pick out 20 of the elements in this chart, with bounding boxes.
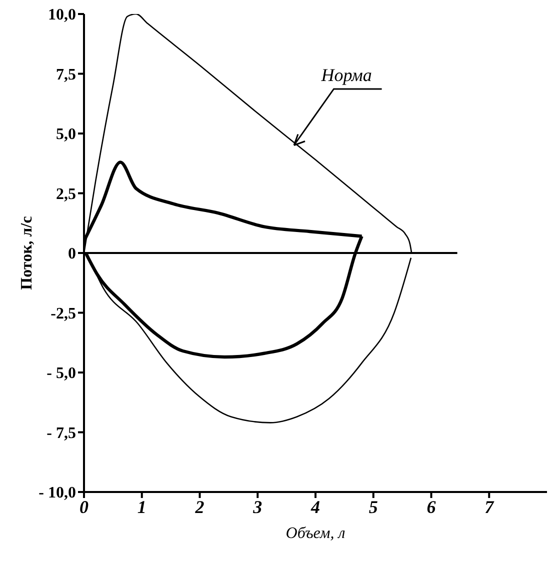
x-tick-label: 7 [484, 496, 495, 517]
y-tick-label: 2,5 [56, 186, 76, 203]
x-axis-title: Объем, л [286, 525, 346, 542]
y-tick-label: - 7,5 [46, 424, 76, 442]
y-tick-label: 10,0 [48, 6, 76, 24]
y-tick-label: 5,0 [56, 126, 76, 144]
text: Норма [321, 65, 372, 86]
x-tick-label: 5 [368, 496, 378, 517]
y-tick-label: - 10,0 [38, 484, 76, 502]
y-tick-label: - 5,0 [46, 365, 76, 382]
x-tick-label: 2 [194, 496, 204, 517]
y-tick-label: 7,5 [56, 66, 76, 84]
x-tick-label: 4 [310, 496, 320, 517]
y-axis-title: Поток, л/с [18, 216, 36, 290]
x-tick-label: 3 [252, 496, 262, 517]
x-tick-label: 0 [80, 496, 88, 517]
y-tick-label: -2,5 [50, 305, 76, 322]
x-tick-label: 6 [426, 496, 436, 517]
y-tick-label: 0 [68, 246, 76, 263]
x-tick-label: 1 [137, 496, 146, 517]
